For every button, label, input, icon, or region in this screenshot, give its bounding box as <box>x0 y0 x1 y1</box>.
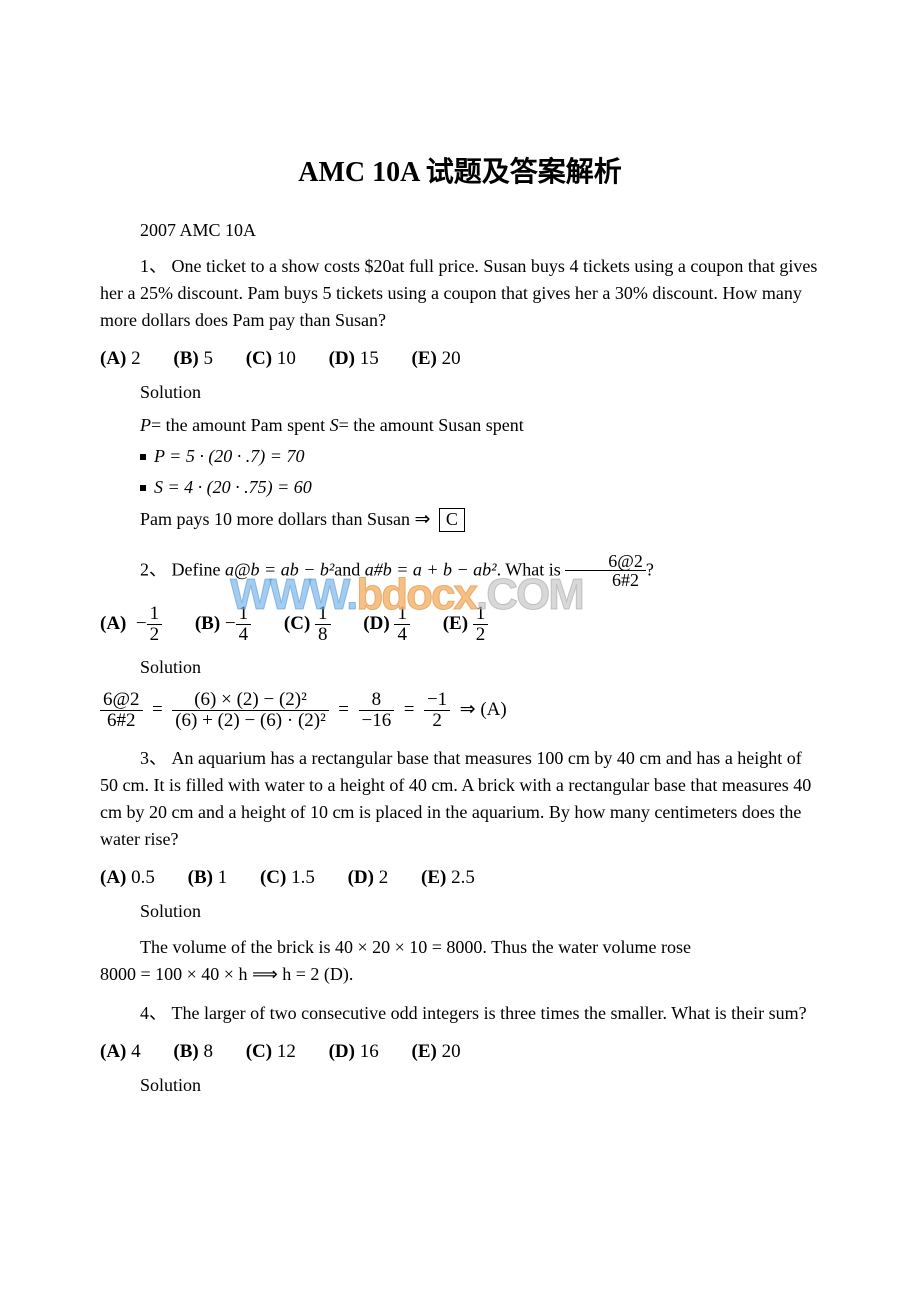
solution-label: Solution <box>140 1075 820 1096</box>
sol1-eq-s: S = 4 · (20 · .75) = 60 <box>140 477 820 498</box>
den: −16 <box>359 711 395 731</box>
frac-num: 6@2 <box>565 552 646 572</box>
page: AMC 10A 试题及答案解析 2007 AMC 10A 1、 One tick… <box>0 0 920 1208</box>
txt: = the amount Susan spent <box>339 415 524 435</box>
problem-1: 1、 One ticket to a show costs $20at full… <box>100 253 820 334</box>
num: 1 <box>394 604 410 625</box>
num: −1 <box>424 690 450 711</box>
arrow-icon: ⇒ <box>414 509 430 530</box>
choice-b: 8 <box>203 1041 213 1062</box>
choice-a: 4 <box>131 1041 141 1062</box>
txt: and <box>334 559 365 579</box>
sign: − <box>136 613 147 634</box>
den: 4 <box>394 625 410 645</box>
txt: The volume of the brick is <box>140 937 335 957</box>
solution-label: Solution <box>140 657 820 678</box>
def2: a#b = a + b − ab² <box>365 559 497 579</box>
num: 1 <box>147 604 163 625</box>
price: $20 <box>364 256 391 276</box>
choices-1: (A) 2 (B) 5 (C) 10 (D) 15 (E) 20 <box>100 348 820 370</box>
eq: 40 × 20 × 10 = 8000 <box>335 937 482 957</box>
choice-e: 2.5 <box>451 867 475 888</box>
choice-e: 20 <box>442 348 461 369</box>
problem-num: 2、 <box>140 559 167 579</box>
problem-2: 2、 Define a@b = ab − b²and a#b = a + b −… <box>100 552 820 591</box>
var-p: P <box>140 415 151 435</box>
choices-3: (A) 0.5 (B) 1 (C) 1.5 (D) 2 (E) 2.5 <box>100 867 820 889</box>
txt: Pam pays 10 more dollars than Susan <box>140 509 410 529</box>
choice-a: 0.5 <box>131 867 155 888</box>
choice-b: 1 <box>218 867 228 888</box>
den: 2 <box>147 625 163 645</box>
choice-d: 15 <box>360 348 379 369</box>
sign: − <box>225 613 236 634</box>
eq: 8000 = 100 × 40 × h ⟹ h = 2 (D) <box>100 964 349 984</box>
subtitle: 2007 AMC 10A <box>140 220 820 241</box>
choice-a: 2 <box>131 348 141 369</box>
sol1-eq-p: P = 5 · (20 · .7) = 70 <box>140 446 820 467</box>
choices-4: (A) 4 (B) 8 (C) 12 (D) 16 (E) 20 <box>100 1041 820 1063</box>
choice-c: 1.5 <box>291 867 315 888</box>
solution-label: Solution <box>140 901 820 922</box>
problem-3: 3、 An aquarium has a rectangular base th… <box>100 745 820 853</box>
problem-text: One ticket to a show costs <box>172 256 365 276</box>
txt: ? <box>646 559 654 579</box>
choice-b: 5 <box>203 348 213 369</box>
den: 4 <box>236 625 252 645</box>
problem-num: 4、 <box>140 1003 167 1023</box>
den: (6) + (2) − (6) · (2)² <box>172 711 329 731</box>
num: 1 <box>236 604 252 625</box>
frac-den: 6#2 <box>565 571 646 590</box>
bullet-icon <box>140 454 146 460</box>
bullet-icon <box>140 485 146 491</box>
den: 2 <box>473 625 489 645</box>
choices-2: (A) −12 (B) −14 (C) 18 (D) 14 (E) 12 <box>100 604 820 645</box>
sol3: The volume of the brick is 40 × 20 × 10 … <box>100 934 820 988</box>
txt: . Thus the water volume rose <box>482 937 691 957</box>
solution-label: Solution <box>140 382 820 403</box>
txt: . What is <box>497 559 566 579</box>
num: 1 <box>473 604 489 625</box>
var-s: S <box>330 415 339 435</box>
txt: = the amount Pam spent <box>151 415 330 435</box>
sol2-equation: 6@26#2 = (6) × (2) − (2)²(6) + (2) − (6)… <box>100 690 820 731</box>
eq: S = 4 · (20 · .75) = 60 <box>154 477 312 497</box>
def1: a@b = ab − b² <box>225 559 334 579</box>
choice-d: 16 <box>360 1041 379 1062</box>
sol1-conclusion: Pam pays 10 more dollars than Susan ⇒ C <box>140 508 820 532</box>
num: 8 <box>359 690 395 711</box>
sol1-defs: P= the amount Pam spent S= the amount Su… <box>140 415 820 436</box>
choice-d: 2 <box>379 867 389 888</box>
problem-text: An aquarium has a rectangular base that … <box>100 748 811 849</box>
eq: P = 5 · (20 · .7) = 70 <box>154 446 304 466</box>
page-title: AMC 10A 试题及答案解析 <box>100 150 820 190</box>
choice-c: 10 <box>277 348 296 369</box>
num: 6@2 <box>100 690 143 711</box>
choice-e: 20 <box>442 1041 461 1062</box>
arrow-answer: ⇒ (A) <box>460 699 507 720</box>
den: 2 <box>424 711 450 731</box>
problem-text: The larger of two consecutive odd intege… <box>172 1003 807 1023</box>
den: 8 <box>315 625 331 645</box>
num: (6) × (2) − (2)² <box>172 690 329 711</box>
problem-num: 1、 <box>140 256 167 276</box>
choice-c: 12 <box>277 1041 296 1062</box>
boxed-answer: C <box>439 508 465 532</box>
txt: Define <box>172 559 225 579</box>
problem-4: 4、 The larger of two consecutive odd int… <box>100 1000 820 1027</box>
den: 6#2 <box>100 711 143 731</box>
problem-num: 3、 <box>140 748 167 768</box>
num: 1 <box>315 604 331 625</box>
